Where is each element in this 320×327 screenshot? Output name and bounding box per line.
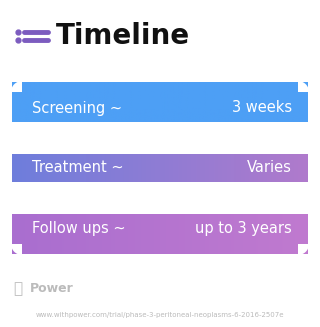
Bar xyxy=(12,134,308,154)
Bar xyxy=(12,254,308,274)
Wedge shape xyxy=(11,184,22,195)
Wedge shape xyxy=(298,244,309,255)
Wedge shape xyxy=(298,184,309,195)
Bar xyxy=(12,182,308,202)
Text: www.withpower.com/trial/phase-3-peritoneal-neoplasms-6-2016-2507e: www.withpower.com/trial/phase-3-peritone… xyxy=(36,312,284,318)
Bar xyxy=(12,122,308,142)
Wedge shape xyxy=(298,81,309,92)
Wedge shape xyxy=(11,244,22,255)
Wedge shape xyxy=(11,81,22,92)
Wedge shape xyxy=(11,124,22,135)
Wedge shape xyxy=(11,141,22,152)
Wedge shape xyxy=(298,141,309,152)
Wedge shape xyxy=(298,201,309,212)
Bar xyxy=(308,142,320,194)
Text: 3 weeks: 3 weeks xyxy=(232,100,292,115)
Text: Treatment ~: Treatment ~ xyxy=(32,161,124,176)
Text: Screening ~: Screening ~ xyxy=(32,100,122,115)
Bar xyxy=(308,82,320,134)
Bar xyxy=(0,82,12,134)
Wedge shape xyxy=(11,201,22,212)
Text: up to 3 years: up to 3 years xyxy=(195,220,292,235)
Text: ⏻: ⏻ xyxy=(13,282,23,297)
Bar xyxy=(0,142,12,194)
Text: Power: Power xyxy=(30,283,74,296)
Bar xyxy=(12,194,308,214)
Text: Follow ups ~: Follow ups ~ xyxy=(32,220,126,235)
Bar xyxy=(12,62,308,82)
Wedge shape xyxy=(298,124,309,135)
Text: Varies: Varies xyxy=(247,161,292,176)
Bar xyxy=(308,202,320,254)
Bar xyxy=(0,202,12,254)
Text: Timeline: Timeline xyxy=(56,22,190,50)
